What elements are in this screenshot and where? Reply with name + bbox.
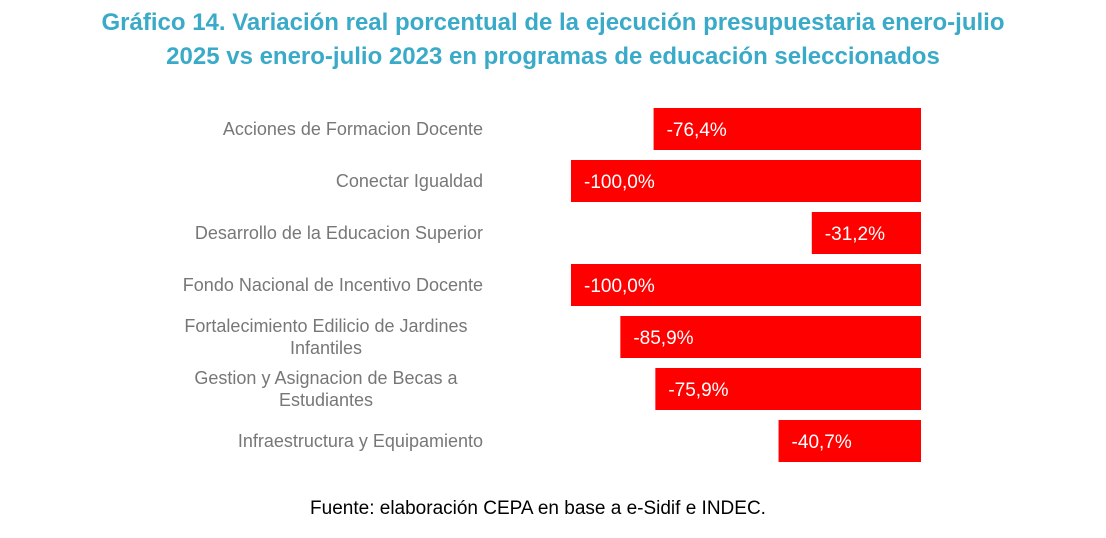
category-label: Fondo Nacional de Incentivo Docente bbox=[183, 275, 483, 295]
data-label: -40,7% bbox=[792, 432, 852, 453]
source-note: Fuente: elaboración CEPA en base a e-Sid… bbox=[310, 498, 766, 519]
bar bbox=[778, 420, 921, 462]
bar bbox=[655, 368, 921, 410]
category-label: Infantiles bbox=[290, 338, 362, 358]
category-label: Estudiantes bbox=[279, 390, 373, 410]
category-label: Fortalecimiento Edilicio de Jardines bbox=[184, 316, 467, 336]
category-label: Conectar Igualdad bbox=[336, 171, 483, 191]
chart-title-line-1: Gráfico 14. Variación real porcentual de… bbox=[101, 9, 1005, 36]
data-label: -85,9% bbox=[633, 328, 693, 349]
category-label: Gestion y Asignacion de Becas a bbox=[194, 368, 458, 388]
bar bbox=[620, 316, 921, 358]
category-label: Acciones de Formacion Docente bbox=[223, 119, 483, 139]
bar bbox=[571, 160, 921, 202]
chart-title: Gráfico 14. Variación real porcentual de… bbox=[0, 6, 1106, 74]
data-label: -100,0% bbox=[584, 276, 655, 297]
data-label: -31,2% bbox=[825, 224, 885, 245]
bar bbox=[571, 264, 921, 306]
chart-title-line-2: 2025 vs enero-julio 2023 en programas de… bbox=[166, 43, 940, 70]
data-label: -76,4% bbox=[667, 120, 727, 141]
data-label: -75,9% bbox=[668, 380, 728, 401]
bar bbox=[653, 108, 921, 150]
bar bbox=[811, 212, 921, 254]
data-label: -100,0% bbox=[584, 172, 655, 193]
category-label: Infraestructura y Equipamiento bbox=[238, 431, 483, 451]
category-label: Desarrollo de la Educacion Superior bbox=[195, 223, 483, 243]
